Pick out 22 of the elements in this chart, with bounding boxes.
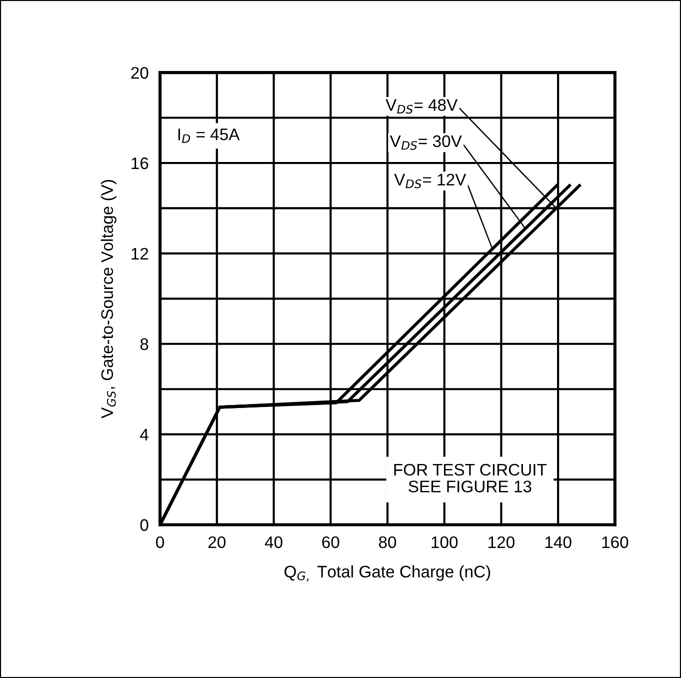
y-tick-label: 4 xyxy=(140,428,148,440)
annotation: I$_{D}$ = 45A xyxy=(178,128,240,143)
text: V$_{DS}$= 12V xyxy=(394,174,466,188)
x-tick-label: 40 xyxy=(264,536,282,548)
y-axis-title: V$_{GS}$, Gate-to-Source Voltage (V) xyxy=(100,180,116,418)
y-tick-label: 0 xyxy=(140,519,148,531)
x-tick-label: 140 xyxy=(545,536,572,548)
y-tick-label: 16 xyxy=(132,157,148,170)
x-axis-title: Q$_{G,}$ Total Gate Charge (nC) xyxy=(284,565,490,582)
y-tick-label: 8 xyxy=(140,338,148,350)
y-tick-label: 20 xyxy=(131,66,148,79)
x-tick-label: 80 xyxy=(378,536,396,548)
text: V$_{DS}$= 30V xyxy=(390,135,462,150)
x-tick-label: 160 xyxy=(602,536,628,548)
x-tick-label: 60 xyxy=(322,536,340,548)
y-tick-label: 12 xyxy=(132,248,148,260)
x-tick-label: 100 xyxy=(432,536,458,548)
x-tick-label: 120 xyxy=(488,536,514,548)
annotation: FOR TEST CIRCUIT SEE FIGURE 13 xyxy=(394,464,547,492)
x-tick-label: 0 xyxy=(156,536,164,548)
x-tick-label: 20 xyxy=(208,536,226,548)
text: V$_{DS}$= 48V xyxy=(386,99,458,114)
